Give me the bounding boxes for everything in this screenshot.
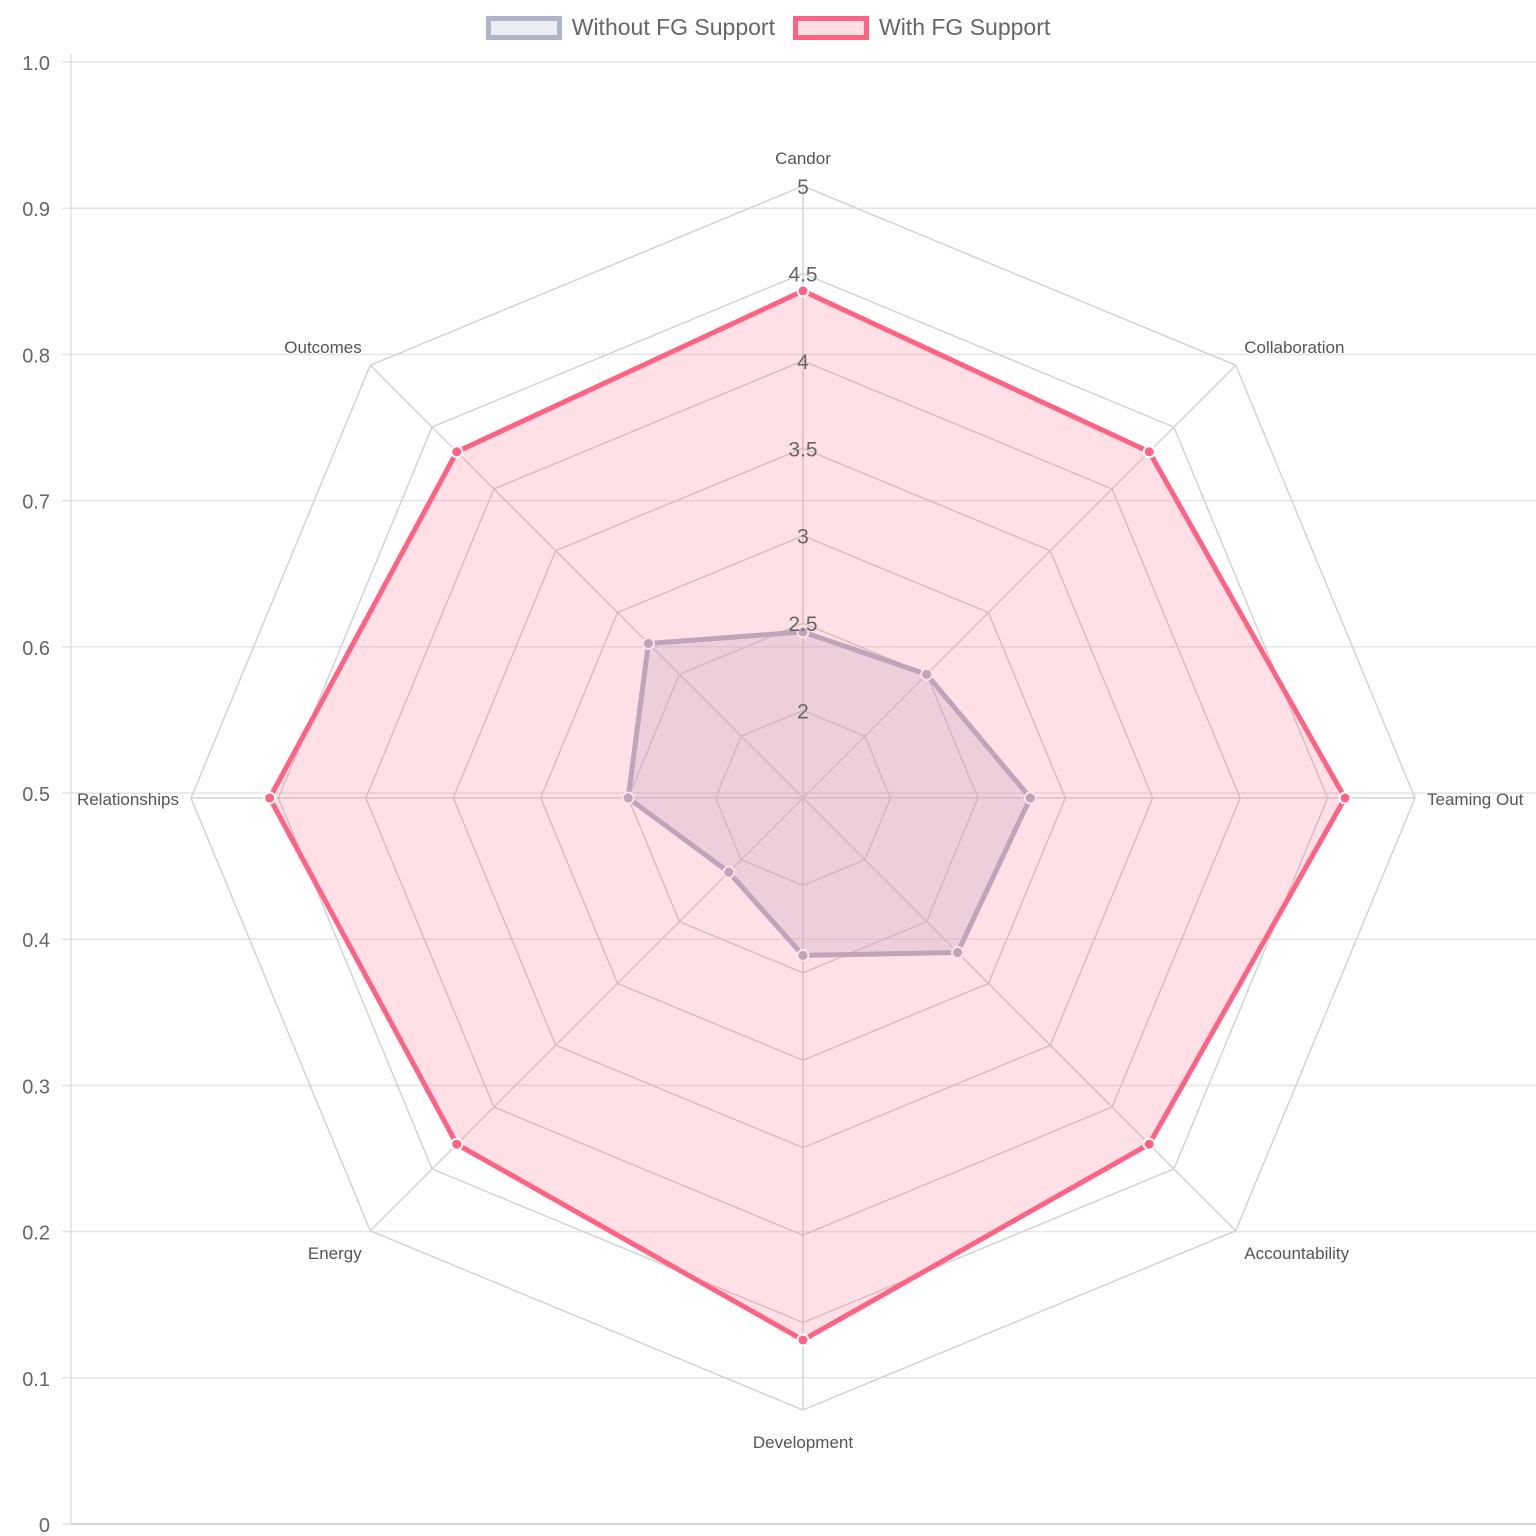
radial-tick-label: 5 [797,176,809,199]
data-point [1338,791,1352,805]
y-tick-label: 1.0 [22,53,50,75]
y-tick-label: 0.1 [22,1369,50,1391]
y-tick-label: 0.8 [22,345,50,367]
data-point [450,445,464,459]
legend-swatch-with [792,15,869,40]
y-tick-label: 0.7 [22,492,50,514]
data-point [796,1333,810,1347]
legend-label-without: Without FG Support [571,14,775,40]
y-tick-label: 0.3 [22,1076,50,1098]
category-labels: Candor Collaboration Teaming Out Accountabi… [77,149,1524,1452]
category-label-accountability: Accountability [1244,1244,1349,1263]
series-with-fg-support [263,284,1352,1347]
cartesian-y-axis: 0 0.1 0.2 0.3 0.4 0.5 0.6 0.7 0.8 0.9 1.0 [22,53,1536,1536]
data-point [951,946,965,960]
category-label-relationships: Relationships [77,790,179,809]
category-label-collaboration: Collaboration [1244,338,1344,357]
data-point [722,865,736,879]
radial-tick-label: 3 [797,526,809,549]
category-label-outcomes: Outcomes [284,338,361,357]
y-tick-label: 0.2 [22,1223,50,1245]
y-tick-label: 0.6 [22,638,50,660]
data-point [641,636,655,650]
legend-swatch-without [485,15,562,40]
y-tick-label: 0 [39,1515,50,1536]
data-point [1142,1137,1156,1151]
legend-item-with-fg-support[interactable]: With FG Support [792,14,1051,41]
radar-spoke [369,364,804,799]
series-without-fg-support [621,625,1037,962]
radial-tick-label: 3.5 [788,438,817,461]
legend-item-without-fg-support[interactable]: Without FG Support [485,14,775,41]
legend-label-with: With FG Support [878,14,1051,40]
category-label-energy: Energy [308,1244,362,1263]
data-point [263,791,277,805]
data-point [796,625,810,639]
data-point [1142,445,1156,459]
category-label-candor: Candor [775,149,831,168]
radar-spoke [802,797,1237,1232]
data-point [1023,791,1037,805]
y-tick-label: 0.5 [22,784,50,806]
radar-grid [190,185,1416,1411]
radial-tick-label: 2.5 [788,613,817,636]
category-label-development: Development [753,1433,853,1452]
legend: Without FG Support With FG Support [0,14,1536,41]
y-tick-label: 0.4 [22,930,50,952]
radial-tick-label: 4 [797,351,809,374]
data-point [920,667,934,681]
data-point [621,791,635,805]
radial-ticks: 2 2.5 3 3.5 4 4.5 5 [788,176,817,724]
y-tick-label: 0.9 [22,199,50,221]
data-point [450,1137,464,1151]
radar-spoke [802,364,1237,799]
data-point [796,284,810,298]
category-label-teaming-out: Teaming Out [1427,790,1524,809]
radial-tick-label: 4.5 [788,263,817,286]
data-point [796,948,810,962]
radial-tick-label: 2 [797,701,809,724]
